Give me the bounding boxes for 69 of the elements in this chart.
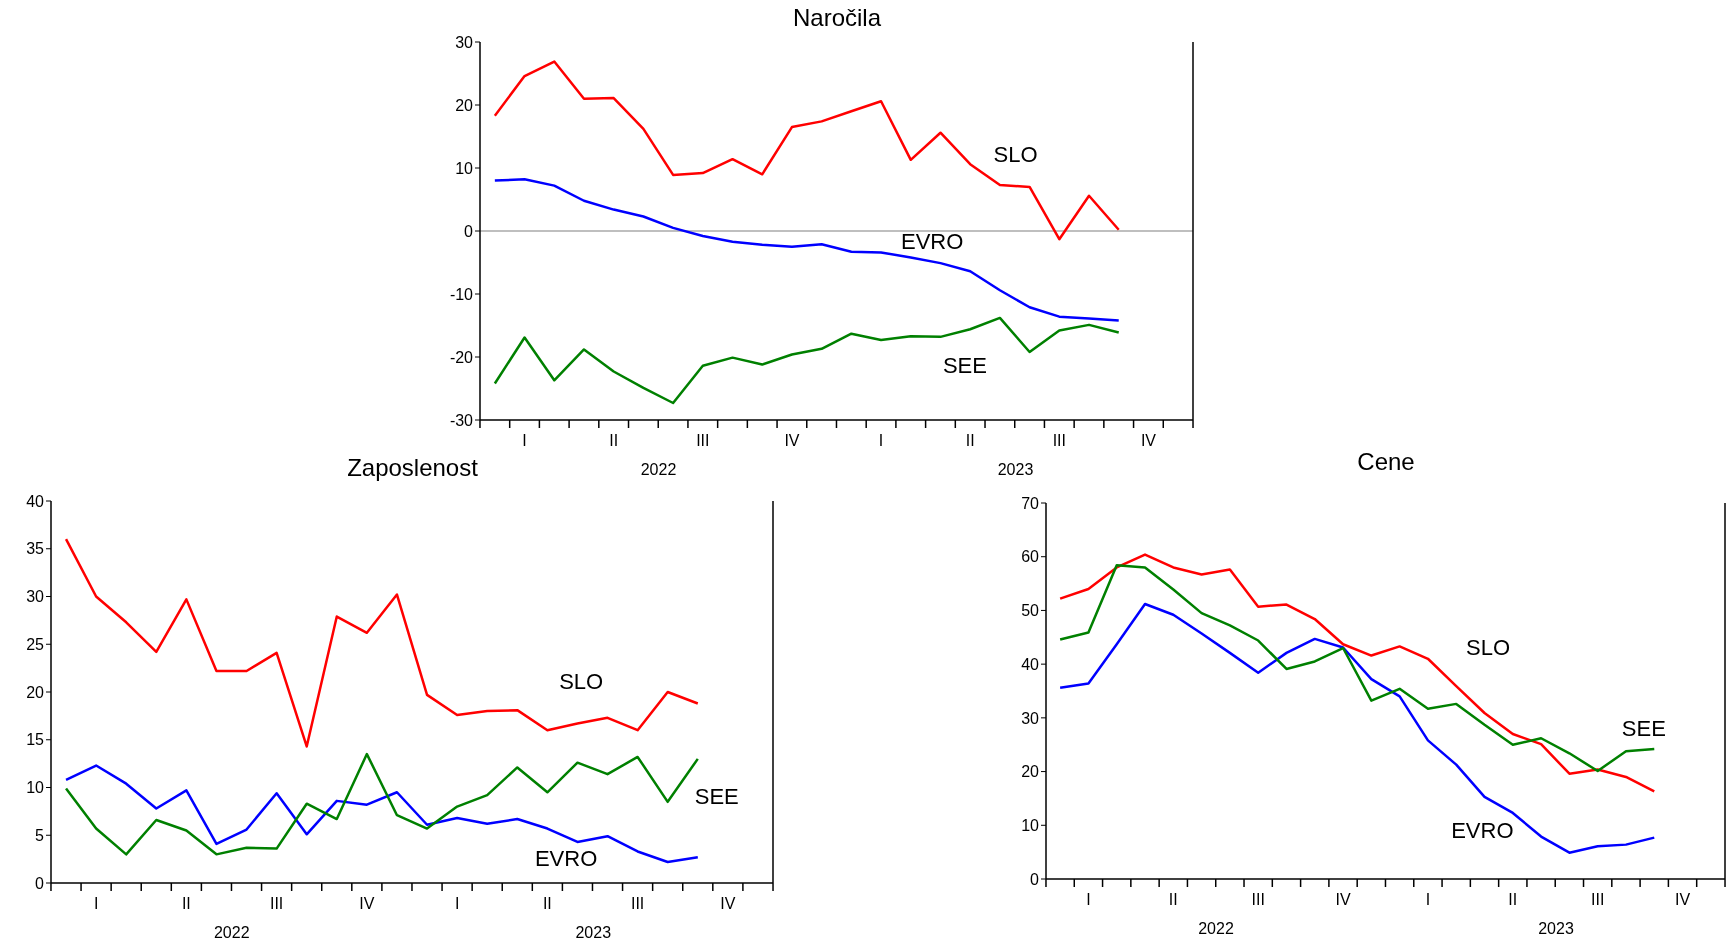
- line-series: [64, 537, 700, 748]
- x-tick-label: I: [93, 895, 99, 912]
- y-tick-label: 35: [26, 540, 45, 558]
- x-tick-label: I: [1425, 891, 1431, 908]
- y-tick-label: 15: [26, 731, 45, 749]
- text: 2023: [1538, 920, 1574, 938]
- y-tick-label: 0: [464, 222, 474, 240]
- y-tick-label: -30: [449, 411, 474, 429]
- series-label: EVRO: [534, 846, 598, 873]
- x-tick-label: IV: [720, 895, 736, 912]
- x-tick-label: III: [1591, 891, 1605, 908]
- x-tick-label: III: [1251, 891, 1265, 908]
- x-tick-label: III: [696, 432, 710, 449]
- x-tick-label: I: [1086, 891, 1091, 908]
- y-tick-label: 20: [1021, 763, 1040, 781]
- y-tick-label: 10: [26, 779, 45, 797]
- y-tick-label: 40: [26, 492, 45, 510]
- series-label: SEE: [694, 784, 739, 811]
- y-tick-label: 40: [1021, 655, 1040, 673]
- line-series: [493, 316, 1120, 405]
- series-label: EVRO: [901, 229, 964, 256]
- y-tick-label: 20: [26, 683, 45, 701]
- series-label: SLO: [993, 142, 1038, 169]
- text: 2022: [1198, 920, 1234, 938]
- y-tick-label: 50: [1021, 602, 1040, 620]
- x-tick-label: III: [1052, 432, 1066, 449]
- x-tick-label: II: [542, 895, 552, 912]
- x-tick-label: III: [630, 895, 645, 912]
- text: 2023: [575, 924, 612, 940]
- y-tick-label: 30: [26, 588, 45, 606]
- series-label: SLO: [1465, 635, 1511, 662]
- y-tick-label: -10: [449, 285, 474, 303]
- x-tick-label: IV: [784, 432, 800, 449]
- x-tick-label: II: [609, 432, 619, 449]
- series-label: SEE: [942, 353, 987, 380]
- series-label: SEE: [1621, 715, 1666, 742]
- text: 2022: [640, 461, 677, 479]
- y-tick-label: 30: [455, 33, 474, 51]
- y-tick-label: 10: [455, 159, 474, 177]
- x-tick-label: II: [181, 895, 191, 912]
- text: 2022: [213, 924, 250, 940]
- x-tick-label: II: [1508, 891, 1518, 908]
- y-tick-label: 10: [1021, 816, 1040, 834]
- x-tick-label: IV: [1675, 891, 1691, 908]
- x-tick-label: I: [454, 895, 460, 912]
- series-label: SLO: [559, 669, 604, 696]
- y-tick-label: -20: [449, 348, 474, 366]
- x-tick-label: IV: [359, 895, 375, 912]
- y-tick-label: 25: [26, 635, 45, 653]
- x-tick-label: IV: [1140, 432, 1157, 449]
- y-tick-label: 70: [1021, 494, 1040, 512]
- y-tick-label: 0: [1030, 870, 1040, 888]
- x-tick-label: II: [965, 432, 975, 449]
- y-tick-label: 5: [35, 826, 45, 844]
- y-tick-label: 60: [1021, 548, 1040, 566]
- series-label: EVRO: [1451, 817, 1514, 844]
- chart-title: Zaposlenost: [347, 454, 478, 481]
- y-tick-label: 20: [455, 96, 474, 114]
- x-tick-label: III: [269, 895, 284, 912]
- x-tick-label: I: [878, 432, 884, 449]
- x-tick-label: I: [522, 432, 527, 449]
- x-tick-label: II: [1168, 891, 1178, 908]
- line-series: [493, 178, 1120, 322]
- y-tick-label: 30: [1021, 709, 1040, 727]
- x-tick-label: IV: [1335, 891, 1351, 908]
- text: 2023: [997, 461, 1034, 479]
- y-tick-label: 0: [35, 874, 45, 892]
- chart-title: Cene: [1356, 448, 1416, 476]
- chart-title: Naročila: [792, 4, 882, 32]
